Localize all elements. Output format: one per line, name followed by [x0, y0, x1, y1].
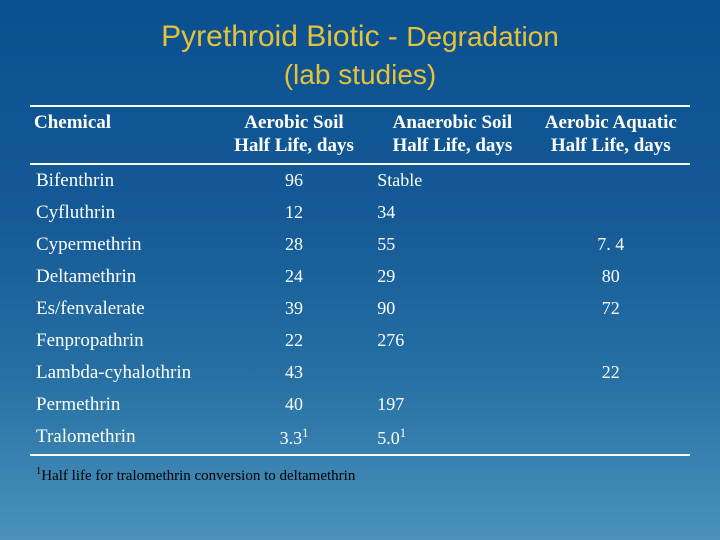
cell-anaerobic-soil: 55 — [373, 229, 531, 261]
table-row: Es/fenvalerate399072 — [30, 293, 690, 325]
cell-aerobic-soil: 24 — [215, 261, 373, 293]
cell-aerobic-aq: 22 — [532, 357, 690, 389]
table-row: Permethrin40197 — [30, 389, 690, 421]
cell-chemical: Fenpropathrin — [30, 325, 215, 357]
cell-aerobic-aq — [532, 325, 690, 357]
table-row: Deltamethrin242980 — [30, 261, 690, 293]
header-row: Chemical Aerobic Soil Half Life, days An… — [30, 106, 690, 164]
cell-anaerobic-soil: 90 — [373, 293, 531, 325]
title-main: Pyrethroid Biotic - — [161, 20, 406, 53]
cell-aerobic-soil: 28 — [215, 229, 373, 261]
cell-aerobic-soil: 3.31 — [215, 421, 373, 455]
cell-aerobic-aq — [532, 164, 690, 197]
cell-chemical: Bifenthrin — [30, 164, 215, 197]
cell-aerobic-soil: 39 — [215, 293, 373, 325]
table-row: Cyfluthrin1234 — [30, 197, 690, 229]
cell-chemical: Permethrin — [30, 389, 215, 421]
cell-anaerobic-soil — [373, 357, 531, 389]
title-tail: Degradation — [406, 21, 559, 52]
table-row: Fenpropathrin22276 — [30, 325, 690, 357]
table-row: Cypermethrin28557. 4 — [30, 229, 690, 261]
col-anaerobic-soil-l1: Anaerobic Soil — [393, 112, 512, 133]
slide-title: Pyrethroid Biotic - Degradation (lab stu… — [30, 18, 690, 93]
col-aerobic-soil-l2: Half Life, days — [234, 135, 354, 156]
degradation-table: Chemical Aerobic Soil Half Life, days An… — [30, 105, 690, 456]
cell-aerobic-aq — [532, 421, 690, 455]
col-aerobic-soil: Aerobic Soil Half Life, days — [215, 106, 373, 164]
cell-chemical: Lambda-cyhalothrin — [30, 357, 215, 389]
cell-aerobic-soil: 96 — [215, 164, 373, 197]
col-chemical: Chemical — [30, 106, 215, 164]
cell-chemical: Deltamethrin — [30, 261, 215, 293]
slide: Pyrethroid Biotic - Degradation (lab stu… — [0, 0, 720, 540]
cell-aerobic-soil: 43 — [215, 357, 373, 389]
cell-anaerobic-soil: 197 — [373, 389, 531, 421]
cell-aerobic-aq: 7. 4 — [532, 229, 690, 261]
col-aerobic-soil-l1: Aerobic Soil — [244, 112, 343, 133]
col-anaerobic-soil: Anaerobic Soil Half Life, days — [373, 106, 531, 164]
superscript: 1 — [302, 426, 308, 440]
footnote-text: Half life for tralomethrin conversion to… — [41, 468, 355, 484]
cell-anaerobic-soil: Stable — [373, 164, 531, 197]
cell-anaerobic-soil: 29 — [373, 261, 531, 293]
col-anaerobic-soil-l2: Half Life, days — [392, 135, 512, 156]
col-aerobic-aq-l2: Half Life, days — [551, 135, 671, 156]
table-body: Bifenthrin96StableCyfluthrin1234Cypermet… — [30, 164, 690, 455]
col-aerobic-aquatic: Aerobic Aquatic Half Life, days — [532, 106, 690, 164]
col-chemical-label: Chemical — [34, 112, 111, 133]
cell-anaerobic-soil: 34 — [373, 197, 531, 229]
cell-aerobic-aq: 72 — [532, 293, 690, 325]
cell-aerobic-soil: 22 — [215, 325, 373, 357]
cell-aerobic-soil: 12 — [215, 197, 373, 229]
cell-chemical: Cyfluthrin — [30, 197, 215, 229]
cell-aerobic-soil: 40 — [215, 389, 373, 421]
cell-aerobic-aq — [532, 197, 690, 229]
table-row: Lambda-cyhalothrin43 22 — [30, 357, 690, 389]
cell-anaerobic-soil: 5.01 — [373, 421, 531, 455]
cell-chemical: Es/fenvalerate — [30, 293, 215, 325]
cell-chemical: Tralomethrin — [30, 421, 215, 455]
title-line2: (lab studies) — [284, 59, 437, 90]
cell-aerobic-aq — [532, 389, 690, 421]
cell-aerobic-aq: 80 — [532, 261, 690, 293]
cell-anaerobic-soil: 276 — [373, 325, 531, 357]
cell-chemical: Cypermethrin — [30, 229, 215, 261]
table-row: Bifenthrin96Stable — [30, 164, 690, 197]
footnote: 1Half life for tralomethrin conversion t… — [30, 466, 690, 485]
table-row: Tralomethrin3.315.01 — [30, 421, 690, 455]
col-aerobic-aq-l1: Aerobic Aquatic — [545, 112, 677, 133]
superscript: 1 — [400, 426, 406, 440]
